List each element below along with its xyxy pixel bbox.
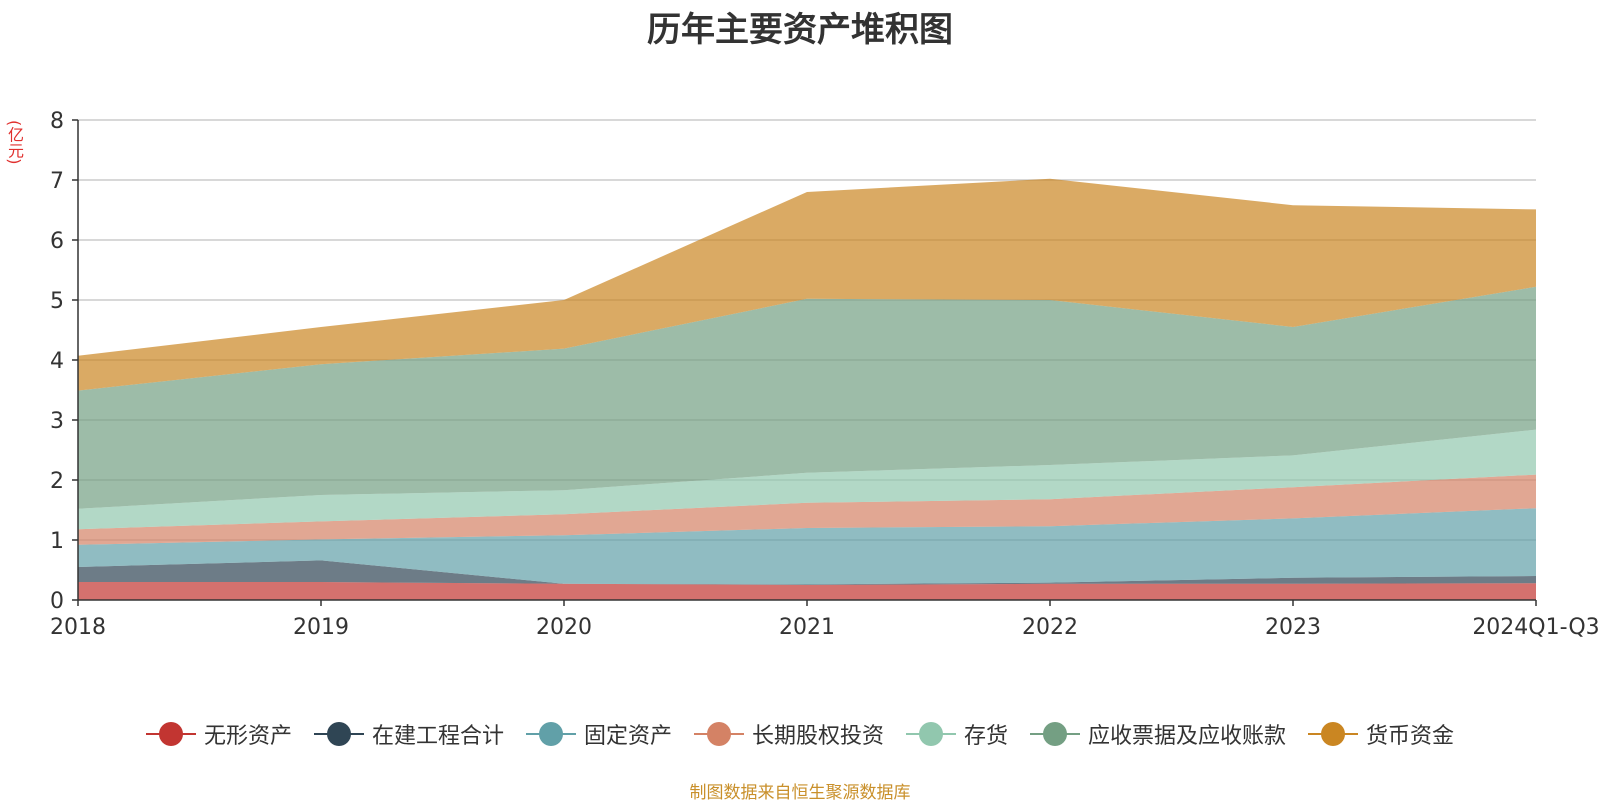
legend-label: 长期股权投资 (751, 724, 884, 749)
legend-dot (158, 722, 183, 746)
x-tick-label: 2019 (293, 615, 349, 640)
y-tick-label: 2 (50, 469, 64, 494)
legend-label: 存货 (964, 724, 1009, 749)
legend-item[interactable]: 固定资产 (525, 718, 672, 750)
legend-label: 货币资金 (1366, 724, 1455, 749)
legend-label: 无形资产 (203, 724, 292, 749)
x-tick-label: 2024Q1-Q3 (1472, 615, 1599, 640)
y-tick-label: 3 (50, 409, 64, 434)
area-series (78, 178, 1536, 391)
y-tick-label: 4 (50, 349, 64, 374)
legend-item[interactable]: 货币资金 (1308, 718, 1454, 750)
legend-label: 应收票据及应收账款 (1088, 724, 1287, 749)
area-series (78, 474, 1536, 545)
legend-marker-icon (313, 722, 364, 746)
axes: 0 1 2 3 4 5 6 7 8 2018 2019 2020 2021 2022 2023 2024Q1-… (50, 109, 1600, 640)
y-tick-label: 6 (50, 229, 64, 254)
legend: 无形资产 在建工程合计 固定资产 长期股权投资 存货 应收票据及应收账款 货币资金 (0, 718, 1600, 750)
legend-dot (326, 722, 351, 746)
legend-dot (706, 722, 731, 746)
legend-dot (919, 722, 943, 746)
y-tick-label: 1 (50, 529, 64, 554)
x-tick-label: 2023 (1265, 615, 1321, 640)
x-tick-label: 2020 (536, 615, 592, 640)
legend-marker-icon (145, 722, 196, 746)
legend-item[interactable]: 存货 (906, 718, 1008, 750)
legend-marker-icon (693, 722, 744, 746)
legend-dot (1321, 722, 1346, 746)
legend-item[interactable]: 应收票据及应收账款 (1030, 718, 1286, 750)
legend-item[interactable]: 在建工程合计 (313, 718, 504, 750)
y-tick-label: 8 (50, 109, 64, 134)
legend-marker-icon (1308, 722, 1359, 746)
y-tick-label: 0 (50, 589, 64, 614)
legend-item[interactable]: 长期股权投资 (693, 718, 884, 750)
chart-title: 历年主要资产堆积图 (647, 10, 953, 50)
area-series (78, 508, 1536, 585)
legend-marker-icon (1030, 722, 1081, 746)
y-axis-unit-label: (亿元) (5, 120, 24, 165)
legend-marker-icon (906, 722, 956, 746)
legend-dot (1043, 722, 1068, 746)
legend-dot (538, 722, 563, 746)
area-series (78, 429, 1536, 530)
area-series (78, 582, 1536, 600)
legend-label: 在建工程合计 (371, 724, 504, 749)
source-note: 制图数据来自恒生聚源数据库 (689, 783, 911, 803)
y-tick-label: 7 (50, 169, 64, 194)
area-series (78, 286, 1536, 509)
area-series (78, 560, 1536, 585)
legend-marker-icon (525, 722, 576, 746)
stacked-areas (78, 178, 1536, 600)
x-tick-label: 2022 (1022, 615, 1078, 640)
x-tick-label: 2021 (779, 615, 835, 640)
x-tick-label: 2018 (50, 615, 106, 640)
y-tick-label: 5 (50, 289, 64, 314)
legend-item[interactable]: 无形资产 (145, 718, 292, 750)
legend-label: 固定资产 (583, 724, 672, 749)
